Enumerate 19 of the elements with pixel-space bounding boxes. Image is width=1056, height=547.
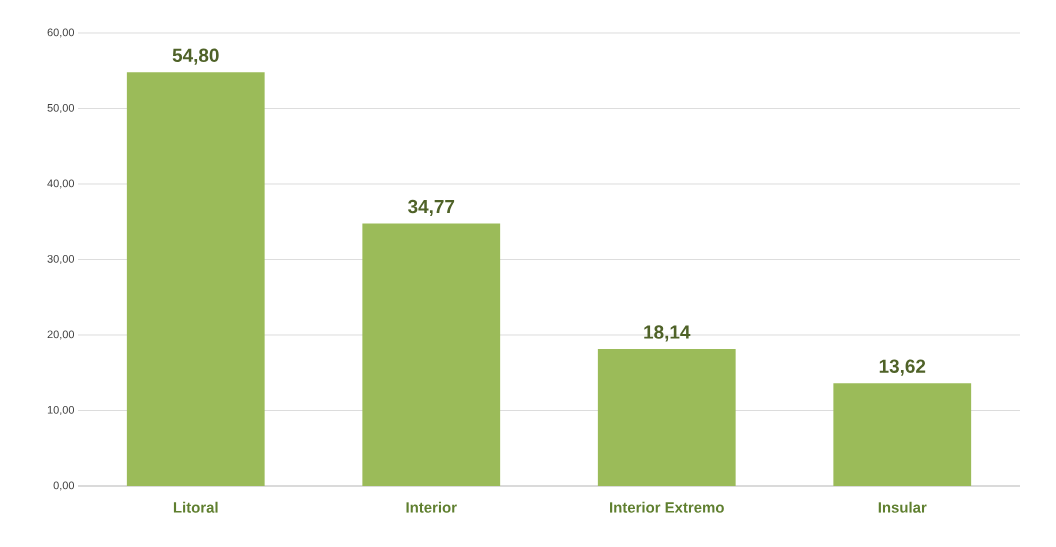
data-label: 54,80 xyxy=(172,48,219,65)
data-label: 18,14 xyxy=(644,325,691,342)
bar xyxy=(833,383,972,486)
y-tick-label: 60,00 xyxy=(47,28,75,38)
bar xyxy=(126,72,265,486)
data-label: 34,77 xyxy=(408,199,455,216)
bar xyxy=(362,223,501,486)
bar xyxy=(597,349,736,486)
x-tick-label: Interior xyxy=(406,501,457,513)
x-tick-label: Litoral xyxy=(173,501,218,513)
y-tick-label: 0,00 xyxy=(53,481,75,491)
y-tick-label: 30,00 xyxy=(47,254,75,265)
y-tick-label: 40,00 xyxy=(47,179,75,189)
x-tick-label: Interior Extremo xyxy=(610,501,724,513)
y-tick-label: 50,00 xyxy=(47,103,75,114)
y-tick-label: 10,00 xyxy=(47,405,75,416)
data-label: 13,62 xyxy=(879,359,926,376)
x-tick-label: Insular xyxy=(878,501,927,513)
y-tick-label: 20,00 xyxy=(47,330,75,340)
